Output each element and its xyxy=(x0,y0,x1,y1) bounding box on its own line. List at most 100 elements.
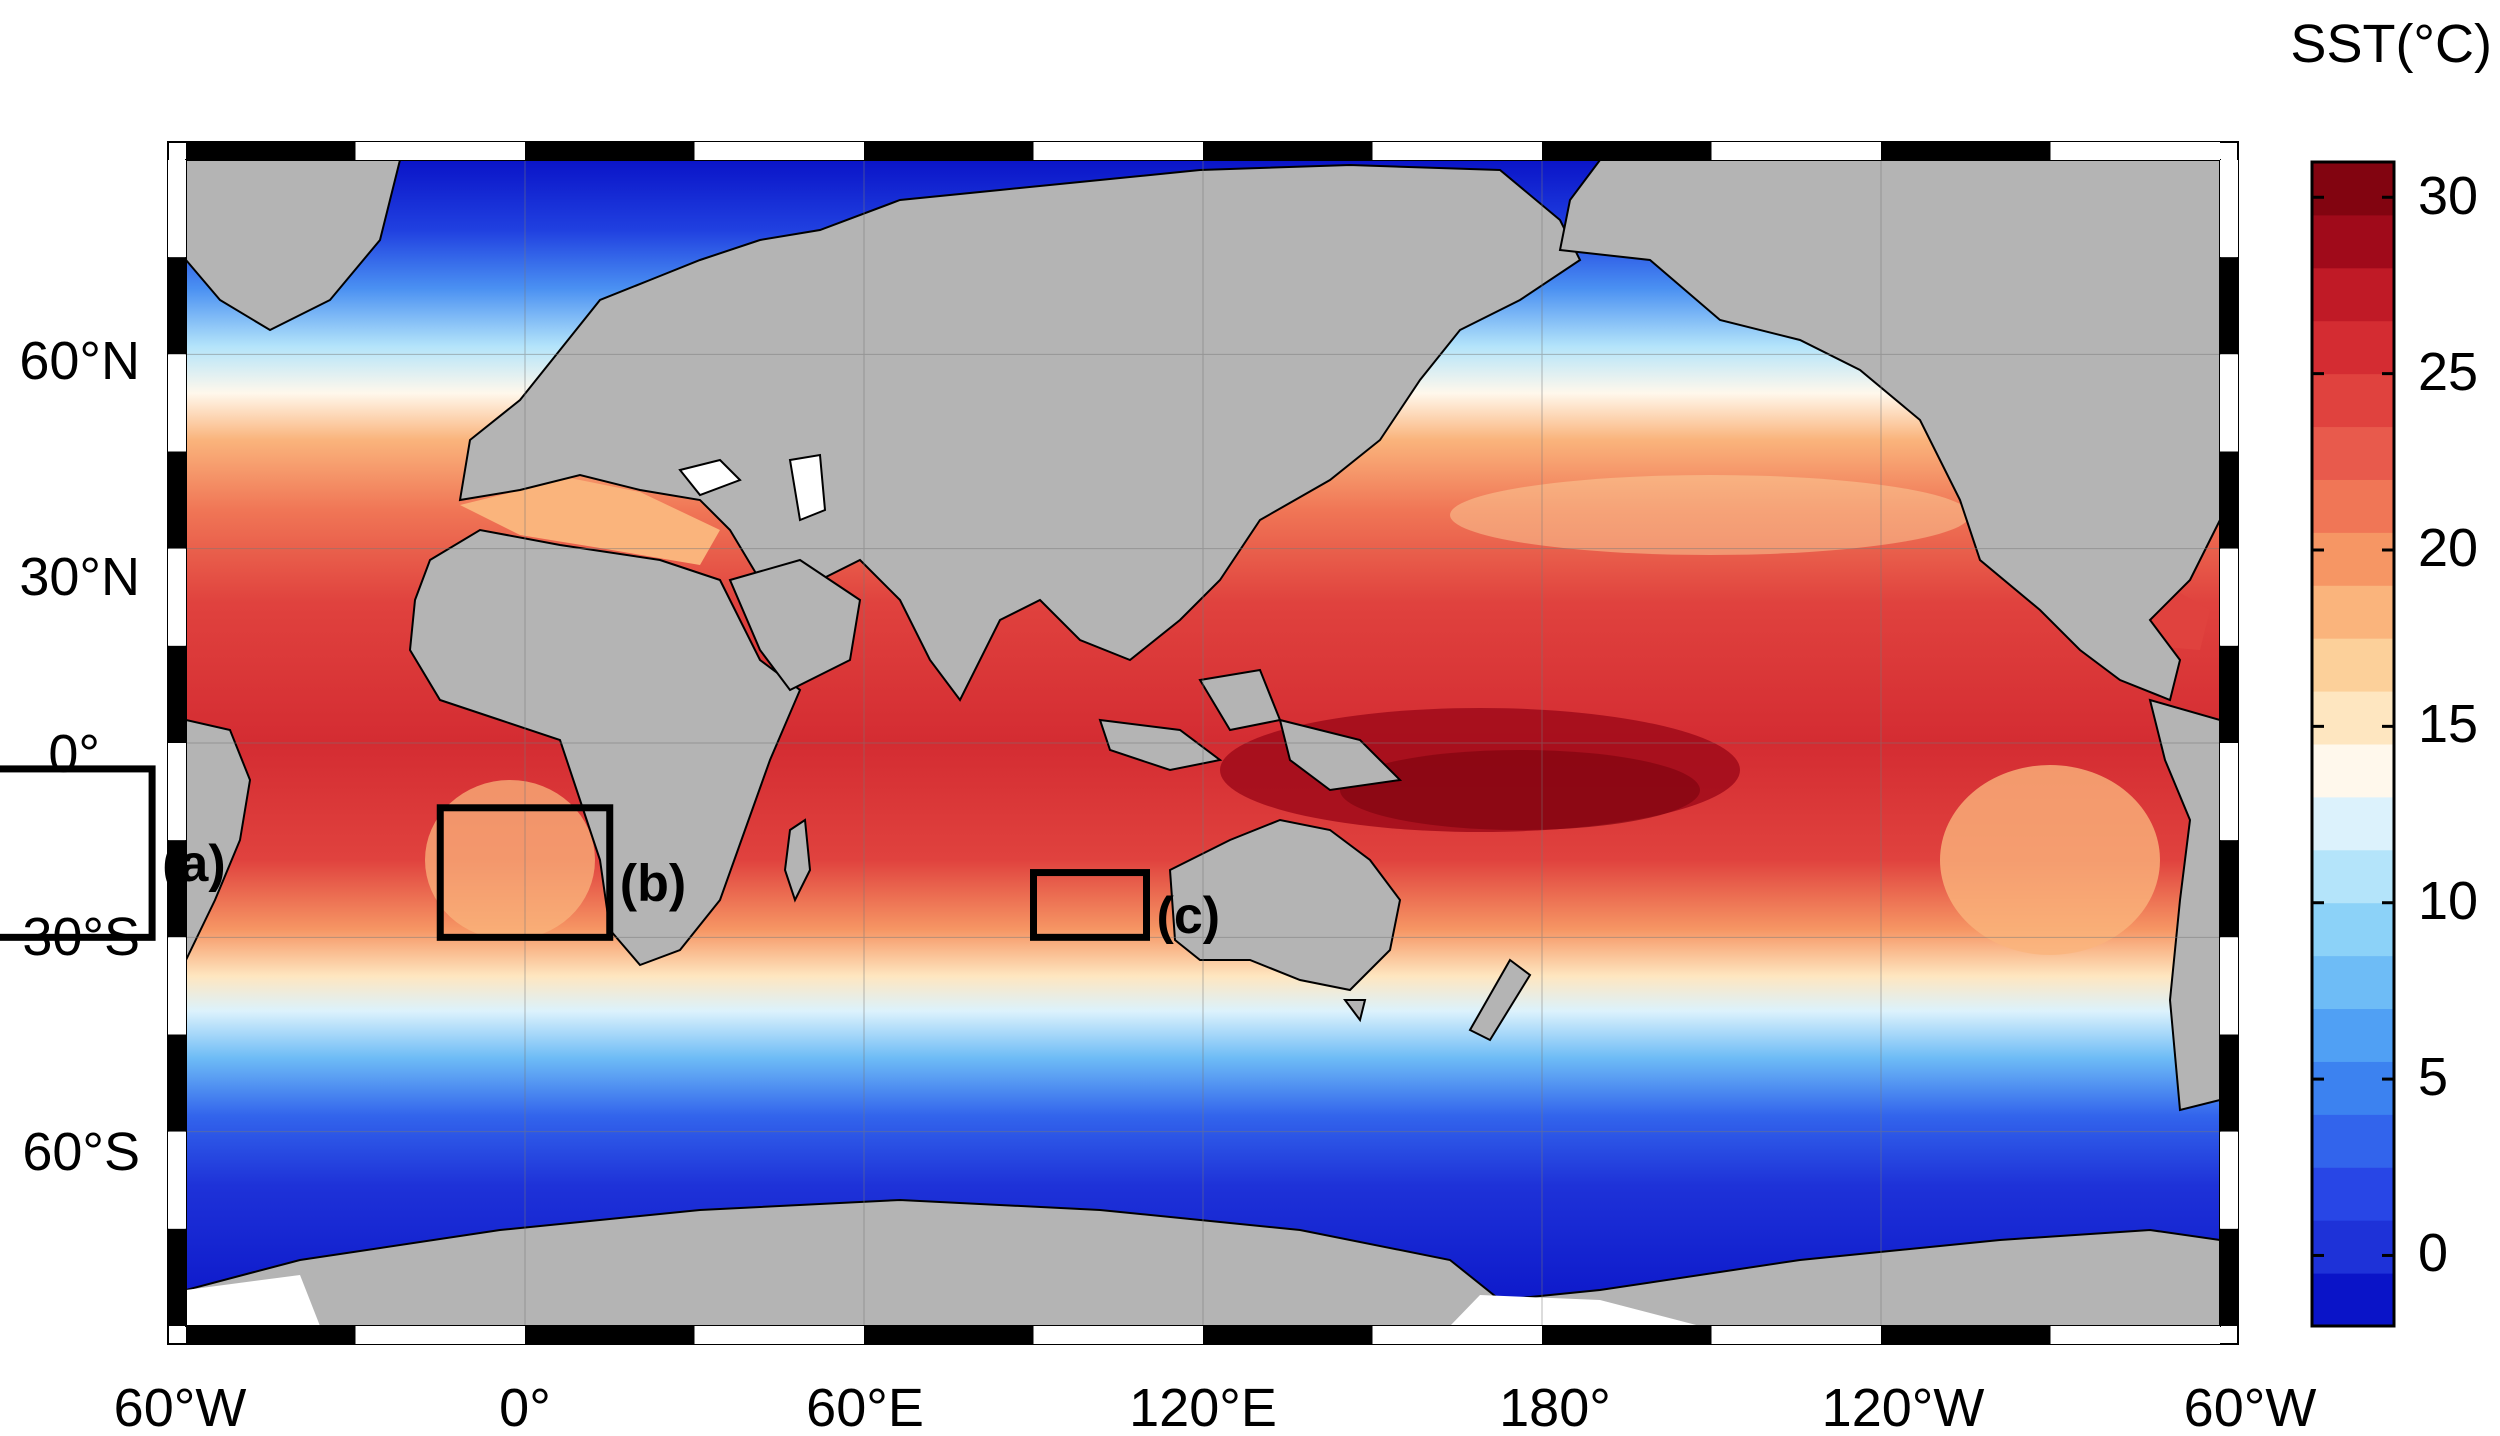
colorbar-outline xyxy=(2310,160,2396,1328)
colorbar-band xyxy=(2312,373,2394,428)
colorbar: 30 25 20 15 10 5 0 xyxy=(2310,160,2478,1328)
frame-segment xyxy=(2220,160,2238,258)
frame-segment xyxy=(694,1326,864,1344)
frame-segment xyxy=(2050,1326,2220,1344)
frame-segment xyxy=(1203,1326,1373,1344)
colorbar-band xyxy=(2312,1061,2394,1115)
colorbar-band xyxy=(2312,479,2394,533)
frame-segment xyxy=(2220,645,2238,743)
colorbar-band xyxy=(2312,1167,2394,1221)
colorbar-band xyxy=(2312,267,2394,322)
frame-segment xyxy=(864,142,1034,160)
lat-label: 30°S xyxy=(22,907,140,967)
colorbar-band xyxy=(2312,849,2394,904)
region-box xyxy=(1030,869,1150,941)
land-masses xyxy=(186,160,2220,1326)
frame-segment xyxy=(2220,548,2238,646)
colorbar-band xyxy=(2312,691,2394,745)
frame-segment xyxy=(864,1326,1034,1344)
frame-segment xyxy=(2220,840,2238,938)
frame-segment xyxy=(186,142,356,160)
frame-segment xyxy=(2220,937,2238,1035)
frame-segment xyxy=(168,645,186,743)
colorbar-band xyxy=(2312,1273,2394,1327)
lon-label: 120°W xyxy=(1822,1378,1985,1436)
lat-label: 60°S xyxy=(22,1122,140,1182)
frame-segment xyxy=(2220,257,2238,355)
lat-label: 0° xyxy=(48,724,100,784)
colorbar-band xyxy=(2312,1220,2394,1274)
frame-segment xyxy=(1372,142,1542,160)
frame-segment xyxy=(2220,354,2238,452)
frame-segment xyxy=(168,840,186,938)
frame-segment xyxy=(525,142,695,160)
lat-label: 60°N xyxy=(19,331,140,391)
frame-segment xyxy=(168,257,186,355)
colorbar-band xyxy=(2312,955,2394,1010)
frame-segment xyxy=(355,142,525,160)
colorbar-band xyxy=(2312,585,2394,639)
frame-segment xyxy=(168,743,186,841)
axis-labels: 60°N 30°N 0° 30°S 60°S 60°W 0° 60°E 120°… xyxy=(19,331,2316,1436)
frame-segment xyxy=(1881,142,2051,160)
region-label: (b) xyxy=(620,855,686,913)
lon-label: 60°W xyxy=(114,1378,247,1436)
frame-segment xyxy=(1033,1326,1203,1344)
colorbar-tick-label: 0 xyxy=(2418,1223,2448,1283)
frame-segment xyxy=(1033,142,1203,160)
colorbar-bands xyxy=(2312,162,2394,1327)
lon-label: 120°E xyxy=(1129,1378,1277,1436)
frame-segment xyxy=(168,1034,186,1132)
frame-segment xyxy=(168,160,186,258)
frame-segment xyxy=(1203,142,1373,160)
frame-segment xyxy=(525,1326,695,1344)
frame-segment xyxy=(1372,1326,1542,1344)
colorbar-band xyxy=(2312,638,2394,692)
colorbar-tick-label: 30 xyxy=(2418,166,2478,226)
frame-segment xyxy=(1711,142,1881,160)
frame-segment xyxy=(1711,1326,1881,1344)
frame-segment xyxy=(355,1326,525,1344)
region-box xyxy=(436,804,614,941)
map-frame xyxy=(167,141,2239,1345)
frame-segment xyxy=(2220,1034,2238,1132)
frame-segment xyxy=(168,548,186,646)
map-area xyxy=(186,160,2220,1326)
lon-label: 60°E xyxy=(806,1378,924,1436)
frame-segment xyxy=(2220,1131,2238,1229)
colorbar-ticks xyxy=(2312,195,2394,1257)
colorbar-tick-label: 20 xyxy=(2418,518,2478,578)
frame-segment xyxy=(168,1131,186,1229)
colorbar-band xyxy=(2312,426,2394,480)
lon-label: 180° xyxy=(1499,1378,1611,1436)
frame-segment xyxy=(2220,451,2238,549)
frame-segment xyxy=(168,354,186,452)
colorbar-band xyxy=(2312,214,2394,269)
frame-segment xyxy=(1542,142,1712,160)
colorbar-title: SST(°C) xyxy=(2290,14,2492,74)
frame-segment xyxy=(2220,743,2238,841)
colorbar-band xyxy=(2312,902,2394,957)
colorbar-tick-label: 10 xyxy=(2418,871,2478,931)
colorbar-band xyxy=(2312,1008,2394,1062)
frame-segment xyxy=(1542,1326,1712,1344)
region-label: (c) xyxy=(1157,887,1221,945)
gridlines xyxy=(186,160,2220,1326)
frame-segment xyxy=(694,142,864,160)
lat-label: 30°N xyxy=(19,547,140,607)
frame-segment xyxy=(168,937,186,1035)
frame-segment xyxy=(1881,1326,2051,1344)
colorbar-tick-label: 25 xyxy=(2418,342,2478,402)
lon-label: 0° xyxy=(499,1378,551,1436)
colorbar-band xyxy=(2312,1114,2394,1168)
frame-segment xyxy=(2220,1228,2238,1326)
colorbar-band xyxy=(2312,796,2394,851)
frame-segment xyxy=(168,1228,186,1326)
region-box xyxy=(0,765,156,941)
colorbar-tick-label: 5 xyxy=(2418,1047,2448,1107)
lon-label: 60°W xyxy=(2184,1378,2317,1436)
frame-segment xyxy=(186,1326,356,1344)
colorbar-band xyxy=(2312,744,2394,798)
colorbar-band xyxy=(2312,320,2394,375)
